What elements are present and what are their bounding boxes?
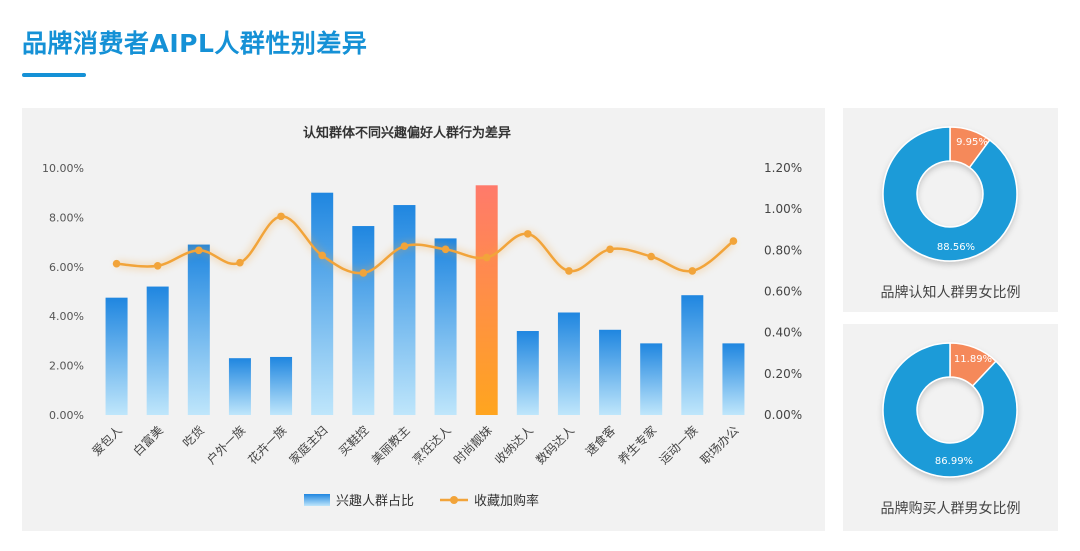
- line-point-收纳达人: [524, 230, 532, 238]
- bar-运动一族: [681, 295, 704, 415]
- x-tick-label: 养生专家: [615, 423, 660, 468]
- x-tick-label: 烹饪达人: [409, 423, 454, 468]
- line-point-买鞋控: [359, 269, 368, 277]
- legend-swatch-bar: [304, 494, 330, 506]
- y-right-tick-label: 1.20%: [764, 161, 802, 175]
- donut-panel-purchase: 11.89% 86.99% 品牌购买人群男女比例: [843, 324, 1058, 531]
- y-left-tick-label: 10.00%: [42, 162, 84, 175]
- x-tick-label: 数码达人: [533, 423, 578, 468]
- line-point-吃货: [195, 246, 203, 255]
- x-tick-label: 速食客: [582, 423, 618, 459]
- y-right-tick-label: 0.60%: [764, 285, 802, 299]
- bar-爱包人: [105, 297, 128, 415]
- y-right-tick-label: 0.40%: [764, 326, 802, 340]
- bar-家庭主妇: [311, 192, 334, 415]
- bar-速食客: [599, 329, 622, 415]
- x-tick-label: 美丽教主: [368, 423, 413, 468]
- legend-label-line: 收藏加购率: [474, 493, 539, 509]
- line-point-时尚靓妹: [482, 253, 491, 262]
- bar-买鞋控: [352, 226, 375, 415]
- y-right-tick-label: 1.00%: [764, 202, 802, 216]
- y-right-tick-label: 0.00%: [764, 408, 802, 422]
- donut-slice-86.99%: [882, 342, 1018, 478]
- x-tick-label: 运动一族: [657, 423, 701, 467]
- combo-chart-panel: 认知群体不同兴趣偏好人群行为差异 0.00% 2.00% 4.00% 6.00% 8.0…: [22, 108, 825, 531]
- y-left-tick-label: 0.00%: [49, 409, 84, 422]
- x-tick-label: 吃货: [179, 423, 207, 451]
- bar-美丽教主: [393, 205, 416, 415]
- y-right-tick-label: 0.20%: [764, 367, 802, 381]
- x-tick-label: 户外一族: [204, 423, 249, 468]
- line-point-户外一族: [236, 258, 244, 267]
- bar-养生专家: [640, 343, 663, 415]
- y-left-tick-label: 6.00%: [49, 261, 84, 274]
- combo-chart: 认知群体不同兴趣偏好人群行为差异 0.00% 2.00% 4.00% 6.00% 8.0…: [42, 125, 802, 509]
- donut-caption-awareness: 品牌认知人群男女比例: [880, 285, 1021, 301]
- x-tick-label: 家庭主妇: [286, 423, 331, 468]
- x-tick-label: 爱包人: [89, 423, 124, 458]
- line-point-烹饪达人: [441, 245, 450, 254]
- page-title: 品牌消费者AIPL人群性别差异: [22, 29, 368, 58]
- bar-白富美: [146, 286, 169, 415]
- line-point-运动一族: [688, 267, 697, 275]
- bar-职场办公: [722, 343, 745, 415]
- x-tick-label: 收纳达人: [492, 423, 536, 467]
- bar-收纳达人: [516, 331, 539, 415]
- line-point-花卉一族: [277, 212, 285, 221]
- x-tick-label: 职场办公: [697, 423, 742, 468]
- y-left-tick-label: 4.00%: [49, 310, 84, 323]
- bar-花卉一族: [270, 356, 293, 415]
- bar-烹饪达人: [434, 238, 457, 415]
- bar-时尚靓妹: [475, 185, 498, 415]
- donut-label-male: 88.56%: [937, 242, 975, 253]
- legend-swatch-dot: [450, 496, 458, 504]
- line-point-养生专家: [647, 252, 655, 261]
- y-left-tick-label: 8.00%: [49, 211, 84, 224]
- donut-chart-awareness: 9.95% 88.56%: [882, 126, 1018, 262]
- legend-label-bar: 兴趣人群占比: [336, 494, 414, 509]
- chart-title: 认知群体不同兴趣偏好人群行为差异: [303, 125, 511, 141]
- bar-户外一族: [228, 358, 251, 415]
- title-underline: [22, 73, 86, 77]
- x-tick-label: 白富美: [130, 423, 166, 459]
- line-point-白富美: [153, 261, 162, 270]
- donut-caption-purchase: 品牌购买人群男女比例: [880, 501, 1021, 517]
- bar-数码达人: [557, 312, 580, 415]
- line-point-爱包人: [112, 259, 121, 268]
- donut-panel-awareness: 9.95% 88.56% 品牌认知人群男女比例: [843, 108, 1058, 312]
- x-tick-label: 时尚靓妹: [451, 423, 495, 467]
- donut-label-female: 11.89%: [954, 354, 992, 365]
- y-left-tick-label: 2.00%: [49, 360, 84, 373]
- donut-label-male: 86.99%: [935, 456, 973, 467]
- line-point-数码达人: [565, 267, 573, 275]
- y-right-tick-label: 0.80%: [764, 243, 802, 257]
- x-tick-label: 买鞋控: [335, 423, 371, 459]
- series-line-收藏加购率: [116, 215, 735, 275]
- line-point-职场办公: [729, 237, 738, 245]
- line-point-家庭主妇: [318, 251, 326, 260]
- line-point-美丽教主: [400, 242, 409, 251]
- x-tick-label: 花卉一族: [245, 423, 290, 468]
- donut-chart-purchase: 11.89% 86.99%: [882, 342, 1018, 478]
- donut-label-female: 9.95%: [956, 137, 988, 148]
- line-point-速食客: [606, 245, 614, 254]
- donut-slice-88.56%: [882, 126, 1018, 262]
- bar-吃货: [187, 244, 210, 415]
